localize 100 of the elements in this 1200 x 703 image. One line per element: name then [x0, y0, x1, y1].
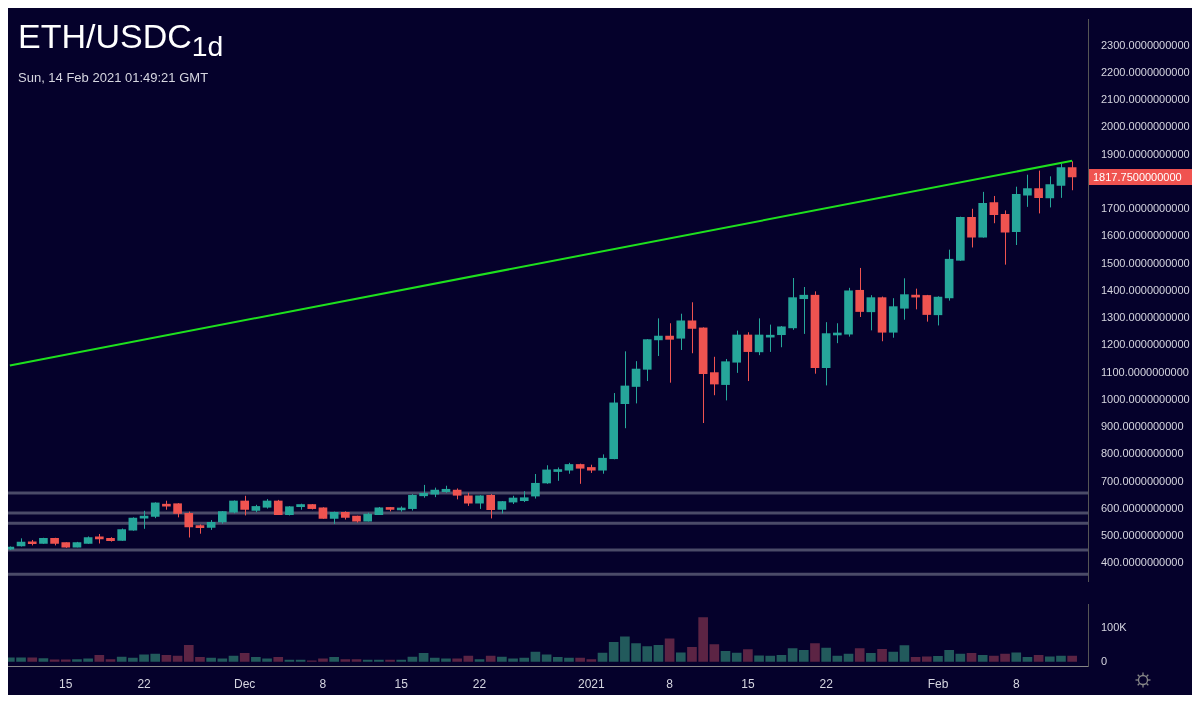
x-tick-label: 15	[741, 677, 755, 692]
x-tick-label: 8	[1012, 677, 1020, 692]
y-tick-label: 2100.0000000000	[1101, 93, 1190, 106]
bar	[49, 659, 60, 662]
bar	[1067, 655, 1077, 662]
candlestick	[631, 360, 641, 404]
bar	[653, 644, 664, 662]
bar	[586, 659, 597, 662]
bar	[720, 651, 731, 662]
candlestick	[1056, 163, 1066, 199]
candlestick	[855, 267, 865, 318]
y-tick-label: 500.0000000000	[1101, 529, 1184, 542]
x-tick-label: 15	[59, 677, 73, 692]
bar	[921, 656, 932, 662]
bar	[1033, 655, 1044, 662]
bar	[675, 652, 686, 662]
x-tick-label: 2021	[577, 677, 605, 692]
bar	[273, 657, 284, 662]
bar	[798, 650, 809, 662]
bar	[743, 649, 753, 662]
candlestick	[184, 511, 194, 539]
bar	[385, 659, 395, 662]
candlestick	[866, 294, 876, 331]
bar	[27, 657, 38, 662]
candlestick	[721, 358, 730, 401]
bar	[866, 653, 876, 662]
bar	[407, 656, 418, 662]
x-tick-label: 22	[137, 677, 152, 692]
bar	[485, 655, 496, 662]
bar	[418, 653, 429, 662]
y-tick-label: 600.0000000000	[1101, 501, 1184, 514]
bar	[340, 659, 351, 662]
y-tick-label: 1500.0000000000	[1101, 256, 1190, 269]
candlestick	[240, 495, 250, 516]
bar	[474, 659, 485, 662]
chart-title: ETH/USDC$_{1d}$	[18, 16, 224, 64]
candlestick	[710, 356, 719, 396]
bar	[910, 657, 921, 662]
bar	[854, 648, 865, 662]
candlestick	[967, 208, 976, 248]
y-tick-label: 2000.0000000000	[1101, 120, 1190, 133]
x-tick-label: Feb	[927, 677, 949, 692]
bar	[810, 643, 820, 662]
bar	[977, 655, 988, 662]
x-tick-label: 22	[819, 677, 834, 692]
bar	[284, 659, 295, 662]
x-tick-label: 8	[666, 677, 674, 692]
candlestick	[1045, 175, 1055, 208]
candlestick	[654, 317, 663, 357]
candlestick	[486, 493, 496, 519]
bar	[1022, 657, 1033, 662]
bar	[709, 644, 720, 662]
y-tick-label: 400.0000000000	[1101, 556, 1184, 569]
bar	[966, 653, 977, 662]
bar	[597, 652, 608, 662]
bar	[664, 638, 675, 662]
bar	[105, 659, 116, 662]
text: 1817.7500000000	[1093, 170, 1182, 183]
y-tick-label: 1200.0000000000	[1101, 338, 1190, 351]
bar	[329, 657, 339, 662]
candlestick	[1023, 174, 1032, 208]
bar	[295, 659, 306, 662]
candlestick	[799, 286, 809, 335]
y-tick-label: 100K	[1101, 620, 1128, 633]
bar	[787, 648, 798, 662]
candlestick	[743, 331, 753, 382]
y-tick-label: 1100.0000000000	[1101, 365, 1189, 378]
x-tick-label: 8	[319, 677, 327, 692]
bar	[776, 655, 787, 662]
bar	[877, 648, 887, 662]
candlestick	[1034, 170, 1043, 214]
candlestick	[676, 313, 686, 351]
bar	[161, 655, 172, 662]
candlestick	[687, 301, 697, 354]
x-tick-label: 22	[472, 677, 487, 692]
y-tick-label: 1400.0000000000	[1101, 283, 1190, 296]
y-tick-label: 800.0000000000	[1101, 447, 1184, 460]
bar	[575, 657, 585, 662]
y-tick-label: 1600.0000000000	[1101, 229, 1190, 242]
y-tick-label: 0	[1101, 654, 1108, 667]
y-tick-label: 1000.0000000000	[1101, 392, 1190, 405]
candlestick	[620, 350, 630, 429]
x-tick-label: 15	[394, 677, 409, 692]
bar	[1011, 652, 1022, 662]
bar	[955, 653, 966, 662]
x-tick-label: Dec	[234, 677, 256, 692]
candlestick	[542, 464, 551, 485]
text: Sun, 14 Feb 2021 01:49:21 GMT	[18, 69, 210, 85]
candlestick	[531, 473, 540, 500]
candlestick	[900, 277, 909, 321]
y-tick-label: 1300.0000000000	[1101, 311, 1190, 324]
candlestick	[933, 295, 943, 326]
bar	[832, 655, 843, 662]
bar	[172, 655, 183, 662]
bar	[228, 655, 239, 662]
bar	[60, 659, 71, 662]
bar	[239, 653, 250, 662]
bar	[351, 659, 362, 662]
bar	[94, 655, 105, 662]
bar	[541, 654, 552, 662]
